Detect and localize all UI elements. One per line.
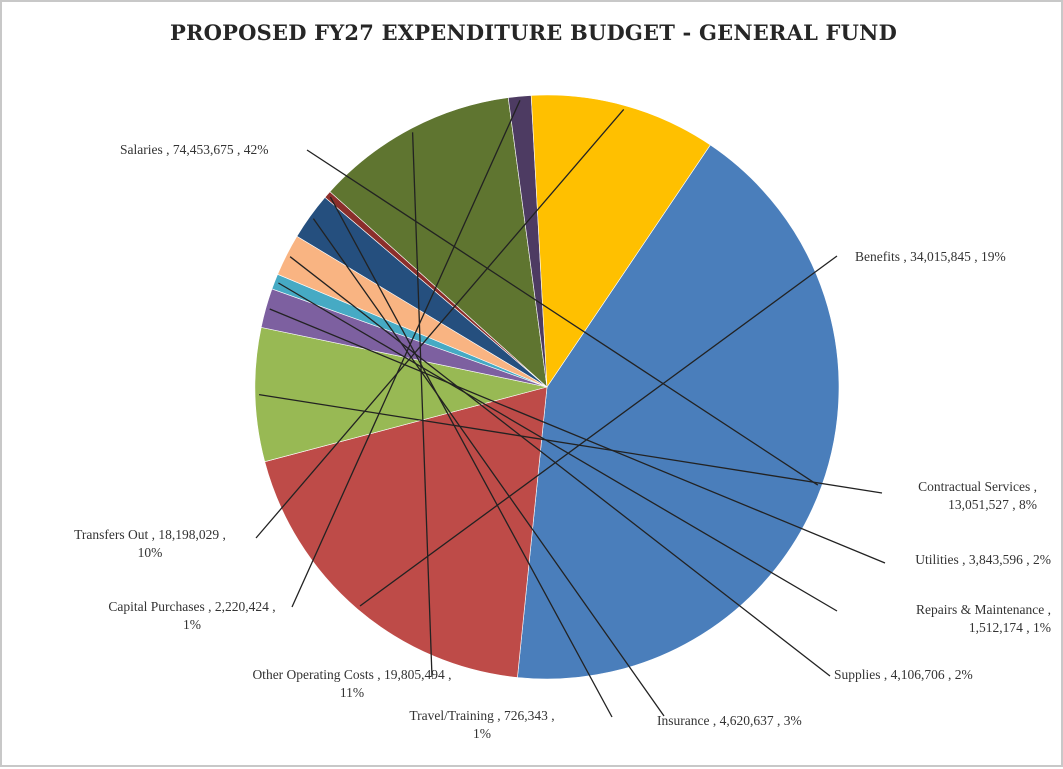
leader-line-benefits [359,255,838,607]
pie-slice-other-operating-costs [329,97,548,388]
pie-slice-salaries [517,144,840,680]
leader-line-contractual-services [258,393,883,494]
pie-slice-contractual-services [254,327,548,463]
data-label-insurance: Insurance , 4,620,637 , 3% [657,713,802,728]
data-label-salaries: Salaries , 74,453,675 , 42% [120,142,268,157]
data-label-capital-purchases: Capital Purchases , 2,220,424 , 1% [108,599,275,632]
leader-line-salaries [306,149,819,486]
leader-line-supplies [289,256,831,677]
data-label-repairs-and-maintenance: Repairs & Maintenance , 1,512,174 , 1% [916,602,1051,635]
leader-line-utilities [269,308,886,564]
leader-line-travel-training [329,196,613,718]
leader-line-transfers-out [255,108,625,539]
data-label-supplies: Supplies , 4,106,706 , 2% [834,667,973,682]
data-label-other-operating-costs: Other Operating Costs , 19,805,494 , 11% [252,667,451,700]
data-label-transfers-out: Transfers Out , 18,198,029 , 10% [74,527,226,560]
leader-line-repairs-and-maintenance [278,282,838,612]
pie-slice-benefits [264,386,548,678]
data-label-contractual-services: Contractual Services , 13,051,527 , 8% [918,479,1037,512]
pie-slice-transfers-out [530,94,711,388]
data-label-benefits: Benefits , 34,015,845 , 19% [855,249,1006,264]
leader-line-capital-purchases [291,100,521,608]
leader-line-other-operating-costs [411,132,433,678]
leader-line-insurance [312,218,665,717]
data-label-travel-training: Travel/Training , 726,343 , 1% [409,708,554,741]
data-label-utilities: Utilities , 3,843,596 , 2% [915,552,1051,567]
chart-title: PROPOSED FY27 EXPENDITURE BUDGET - GENER… [170,20,897,45]
